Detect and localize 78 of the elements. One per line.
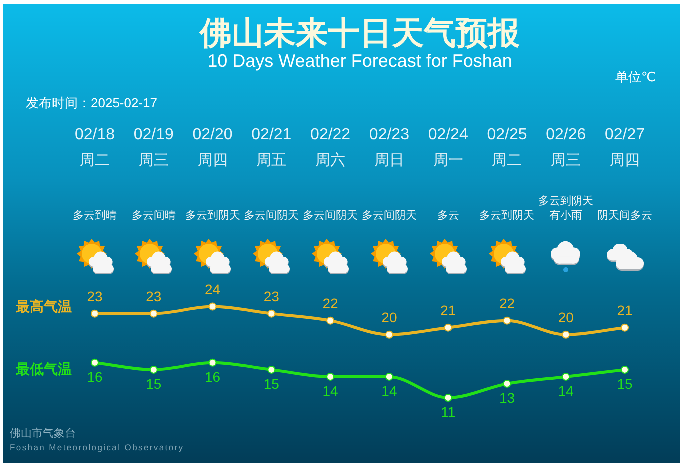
text: 周日 [374, 152, 404, 170]
point [208, 302, 217, 311]
point [503, 316, 512, 325]
point [503, 380, 512, 388]
text: 发布时间：2025-02-17 [26, 96, 158, 111]
x-tick-label: 02/25 [487, 126, 528, 144]
data-label: 16 [204, 368, 221, 385]
chart-subtitle: 10 Days Weather Forecast for Foshan [208, 51, 512, 72]
text: 周三 [551, 152, 582, 170]
data-label: 11 [441, 404, 456, 420]
point [208, 358, 217, 367]
data-label: 14 [382, 382, 398, 399]
x-tick-label: 02/24 [428, 126, 468, 144]
x-tick-label: 02/18 [74, 126, 116, 144]
x-tick-label: 02/21 [252, 126, 292, 144]
point [91, 310, 99, 318]
point [562, 372, 570, 381]
x-tick-label: 02/26 [546, 126, 586, 144]
data-label: 23 [264, 288, 280, 305]
text: 多云到阴天 [480, 210, 535, 222]
data-label: 13 [499, 390, 516, 406]
x-tick-label: 02/22 [310, 126, 351, 144]
chart-title: 佛山未来十日天气预报 [199, 15, 521, 52]
data-label: 21 [440, 302, 456, 319]
point [91, 358, 99, 367]
data-label: 22 [322, 296, 339, 312]
point [150, 366, 158, 374]
point [444, 324, 452, 332]
x-tick-label: 02/20 [192, 126, 233, 144]
x-tick-label: 02/19 [134, 126, 174, 144]
point [444, 394, 452, 402]
data-label: 20 [558, 310, 574, 326]
text: 周二 [80, 152, 110, 170]
text: 周五 [256, 152, 287, 170]
point [326, 316, 335, 325]
text: 阴天间多云 [598, 210, 652, 222]
data-label: 22 [499, 296, 516, 312]
point [385, 372, 394, 381]
text: 周二 [492, 152, 522, 170]
data-label: 14 [322, 382, 339, 399]
data-label: 15 [617, 376, 633, 392]
point [150, 310, 158, 318]
text: 周四 [610, 152, 640, 170]
point [562, 330, 570, 339]
text: 单位℃ [615, 70, 656, 85]
text: 多云间阴天 [362, 210, 417, 222]
text: 多云到阴天有小雨 [538, 196, 594, 222]
text: 多云间阴天 [244, 210, 300, 222]
text: 周六 [316, 152, 346, 170]
text: 佛山市气象台 [10, 427, 76, 440]
data-label: 15 [146, 376, 162, 392]
series-label: 最低气温 [15, 360, 72, 377]
data-label: 15 [264, 376, 280, 392]
text: 多云间晴 [132, 209, 176, 222]
text: 周四 [198, 152, 228, 170]
point [326, 372, 335, 381]
point [268, 310, 276, 318]
data-label: 16 [87, 368, 103, 385]
x-tick-label: 02/27 [604, 126, 646, 144]
text: 多云到阴天 [185, 210, 240, 222]
data-label: 14 [558, 382, 574, 399]
point [268, 366, 276, 374]
data-label: 20 [382, 310, 398, 326]
point [621, 366, 629, 374]
text: 多云到晴 [73, 209, 117, 222]
text: 多云 [437, 210, 460, 222]
text: 多云间阴天 [303, 210, 358, 222]
data-label: 23 [87, 288, 103, 305]
data-label: 24 [204, 282, 221, 298]
text: 周三 [138, 152, 169, 170]
data-label: 23 [146, 288, 162, 305]
data-label: 21 [617, 302, 633, 319]
text: 周一 [433, 152, 464, 170]
text: Foshan Meteorological Observatory [10, 442, 184, 452]
series-label: 最高气温 [15, 298, 72, 315]
point [385, 330, 394, 339]
x-tick-label: 02/23 [369, 126, 410, 144]
point [621, 324, 629, 332]
